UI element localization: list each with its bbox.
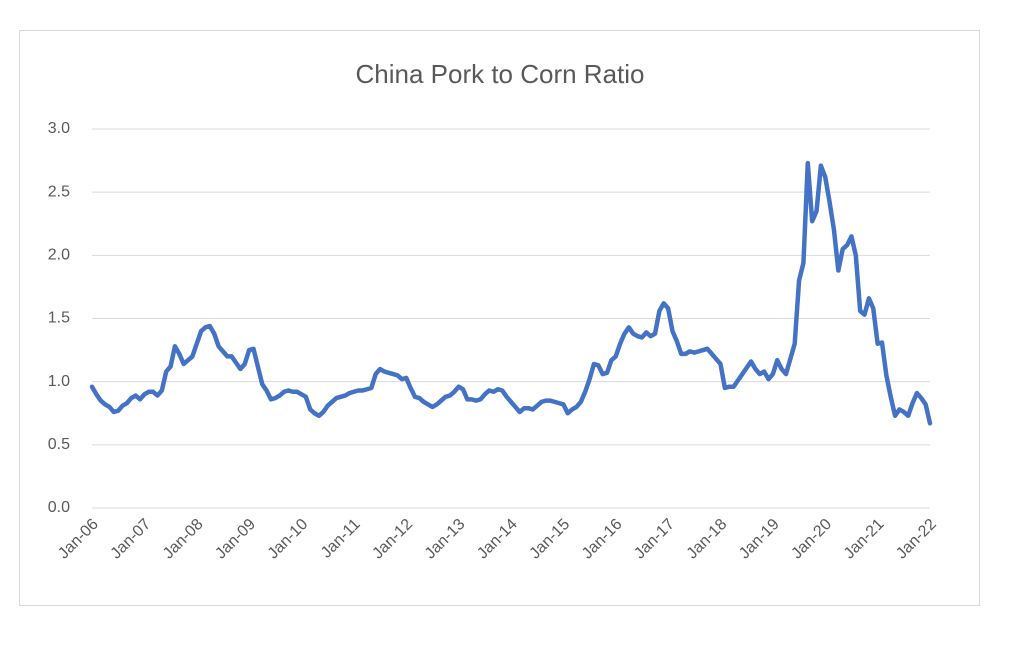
y-tick-label: 2.0 bbox=[48, 247, 70, 264]
y-tick-label: 1.5 bbox=[48, 310, 70, 327]
y-tick-label: 0.0 bbox=[48, 499, 70, 516]
data-line bbox=[89, 160, 933, 426]
y-tick-label: 1.0 bbox=[48, 373, 70, 390]
chart-title: China Pork to Corn Ratio bbox=[355, 59, 644, 89]
y-tick-label: 3.0 bbox=[48, 120, 70, 137]
y-tick-label: 2.5 bbox=[48, 183, 70, 200]
y-tick-label: 0.5 bbox=[48, 436, 70, 453]
